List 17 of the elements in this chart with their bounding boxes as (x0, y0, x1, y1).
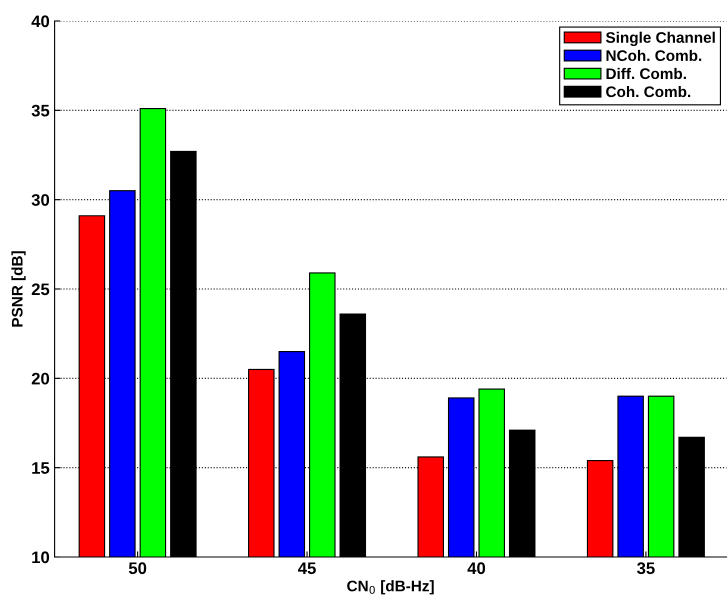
x-tick-label: 40 (467, 562, 486, 574)
y-axis-title: PSNR [dB] (11, 251, 26, 327)
y-tick-label: 40 (31, 15, 50, 28)
legend-label: NCoh. Comb. (606, 50, 702, 62)
y-tick-label: 20 (32, 372, 50, 385)
y-tick-label: 10 (32, 551, 50, 564)
y-tick-label: 30 (32, 194, 50, 206)
x-tick-label: 45 (298, 562, 316, 574)
y-tick-label: 35 (32, 104, 50, 117)
x-tick-label: 35 (637, 562, 655, 574)
legend-label: Diff. Comb. (606, 68, 686, 80)
x-axis-title: CN$_{0}$ [dB-Hz] (347, 580, 434, 594)
legend-label: Coh. Comb. (606, 86, 690, 98)
y-tick-label: 25 (32, 283, 50, 296)
y-tick-label: 15 (32, 462, 50, 474)
legend-label: Single Channel (606, 32, 715, 46)
x-tick-label: 50 (128, 562, 146, 574)
